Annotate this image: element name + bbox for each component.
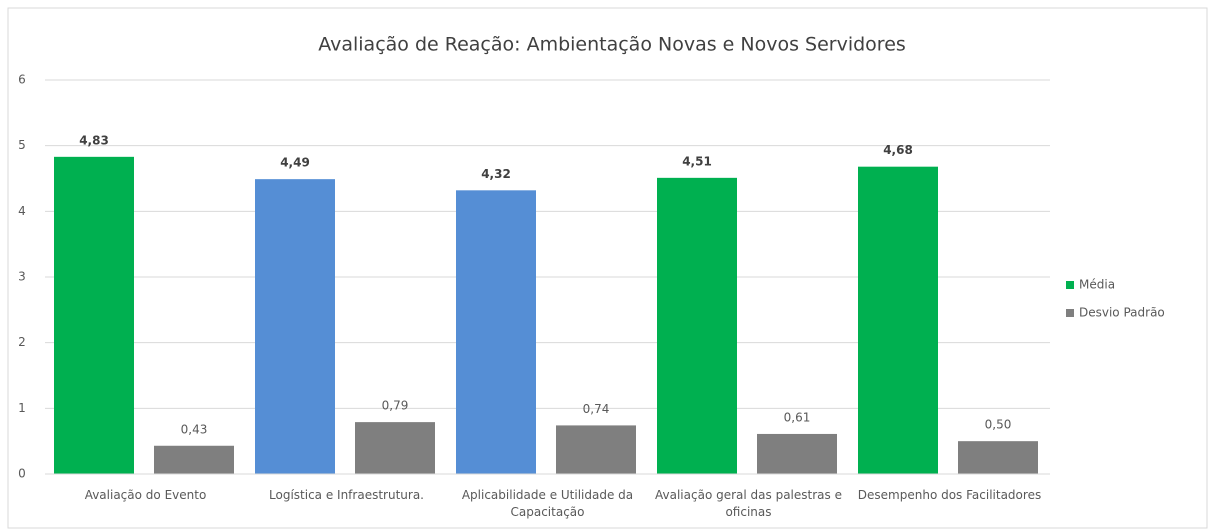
value-label: 4,68	[883, 143, 913, 157]
legend-swatch	[1066, 281, 1074, 289]
value-label: 0,79	[382, 399, 409, 413]
x-tick-label: Aplicabilidade e Utilidade da Capacitaçã…	[461, 488, 634, 519]
legend-swatch	[1066, 309, 1074, 317]
bar	[958, 441, 1038, 474]
bar	[456, 190, 536, 474]
bar	[556, 425, 636, 474]
x-tick-label: Avaliação geral das palestras e oficinas	[655, 488, 842, 519]
value-label: 4,83	[79, 133, 109, 147]
bar	[54, 156, 134, 474]
chart-frame	[7, 7, 1208, 529]
bar	[255, 179, 335, 474]
y-tick-label: 2	[18, 335, 26, 349]
x-tick-label: Desempenho dos Facilitadores	[857, 488, 1042, 502]
value-label: 4,51	[682, 154, 712, 168]
value-label: 0,43	[181, 422, 208, 436]
y-tick-label: 6	[18, 73, 26, 87]
y-tick-label: 3	[18, 270, 26, 284]
x-tick-label: Avaliação do Evento	[84, 488, 207, 502]
value-label: 4,32	[481, 167, 511, 181]
value-label: 4,49	[280, 156, 310, 170]
y-tick-label: 5	[18, 138, 26, 152]
y-tick-label: 0	[18, 467, 26, 481]
x-tick-label: Logística e Infraestrutura.	[269, 488, 424, 502]
value-label: 0,50	[985, 418, 1012, 432]
legend-label: Média	[1079, 278, 1115, 292]
y-tick-label: 4	[18, 204, 26, 218]
bar	[154, 445, 234, 474]
bar	[657, 177, 737, 475]
bar	[757, 433, 837, 474]
chart-title: Avaliação de Reação: Ambientação Novas e…	[318, 34, 906, 56]
y-tick-label: 1	[18, 401, 26, 415]
bar	[355, 422, 435, 474]
legend-label: Desvio Padrão	[1079, 306, 1165, 320]
bar	[858, 166, 938, 474]
value-label: 0,61	[784, 410, 811, 424]
value-label: 0,74	[583, 402, 610, 416]
